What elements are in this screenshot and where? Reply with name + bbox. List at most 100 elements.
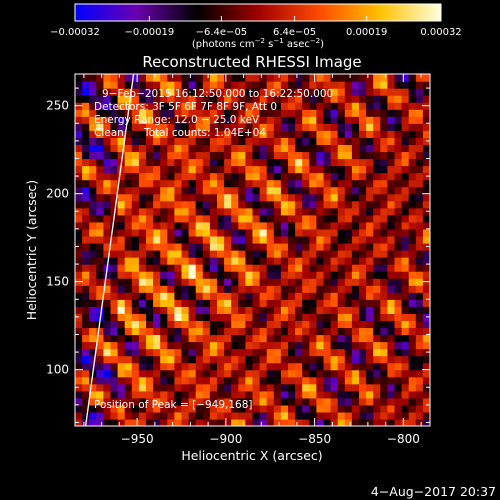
heatmap-cell — [351, 299, 360, 307]
heatmap-cell — [401, 250, 410, 258]
heatmap-cell — [316, 306, 325, 314]
heatmap-cell — [337, 348, 346, 357]
heatmap-cell — [359, 313, 367, 321]
heatmap-cell — [259, 130, 268, 138]
heatmap-cell — [103, 242, 112, 251]
heatmap-cell — [316, 193, 325, 202]
heatmap-cell — [288, 404, 296, 413]
heatmap-cell — [266, 144, 275, 153]
heatmap-cell — [131, 158, 140, 167]
heatmap-cell — [209, 418, 218, 426]
heatmap-cell — [280, 179, 289, 188]
heatmap-cell — [259, 397, 268, 406]
heatmap-cell — [288, 235, 296, 244]
heatmap-cell — [344, 193, 353, 202]
heatmap-cell — [146, 130, 154, 138]
heatmap-cell — [217, 271, 225, 279]
heatmap-cell — [167, 397, 175, 406]
heatmap-cell — [195, 158, 204, 167]
heatmap-cell — [401, 179, 410, 188]
heatmap-cell — [288, 95, 296, 103]
heatmap-cell — [138, 221, 147, 230]
heatmap-cell — [181, 334, 190, 343]
heatmap-cell — [295, 123, 303, 131]
heatmap-cell — [217, 179, 225, 188]
heatmap-cell — [394, 137, 403, 145]
heatmap-cell — [380, 221, 388, 230]
heatmap-cell — [96, 390, 104, 399]
heatmap-cell — [96, 102, 104, 110]
heatmap-cell — [280, 102, 289, 110]
heatmap-cell — [96, 193, 104, 202]
heatmap-cell — [288, 193, 296, 202]
heatmap-cell — [131, 299, 140, 307]
heatmap-cell — [181, 355, 190, 364]
heatmap-cell — [245, 334, 254, 343]
heatmap-cell — [117, 116, 126, 124]
heatmap-cell — [96, 116, 104, 124]
heatmap-cell — [387, 123, 396, 131]
heatmap-cell — [238, 109, 246, 117]
heatmap-cell — [181, 228, 190, 237]
heatmap-cell — [138, 362, 147, 371]
heatmap-cell — [131, 320, 140, 329]
heatmap-cell — [217, 130, 225, 138]
heatmap-cell — [195, 228, 204, 237]
heatmap-cell — [330, 250, 339, 258]
heatmap-cell — [96, 130, 104, 138]
heatmap-cell — [124, 214, 133, 223]
heatmap-cell — [146, 306, 154, 314]
heatmap-cell — [188, 404, 197, 413]
heatmap-cell — [181, 81, 190, 89]
heatmap-cell — [224, 418, 232, 426]
heatmap-cell — [75, 299, 83, 307]
heatmap-cell — [316, 242, 325, 251]
heatmap-cell — [103, 411, 112, 420]
heatmap-cell — [103, 151, 112, 160]
colorbar-bar — [75, 4, 441, 21]
heatmap-cell — [295, 320, 303, 329]
heatmap-cell — [380, 299, 388, 307]
heatmap-cell — [309, 144, 317, 153]
heatmap-cell — [351, 214, 360, 223]
heatmap-cell — [146, 397, 154, 406]
heatmap-cell — [373, 334, 381, 343]
heatmap-cell — [124, 144, 133, 153]
heatmap-cell — [202, 404, 211, 413]
heatmap-cell — [202, 95, 211, 103]
heatmap-cell — [295, 193, 303, 202]
heatmap-cell — [394, 250, 403, 258]
heatmap-cell — [295, 264, 303, 272]
heatmap-cell — [359, 306, 367, 314]
heatmap-cell — [75, 186, 83, 195]
heatmap-cell — [387, 88, 396, 96]
heatmap-cell — [359, 348, 367, 357]
heatmap-cell — [408, 313, 417, 321]
heatmap-cell — [401, 88, 410, 96]
heatmap-cell — [131, 88, 140, 96]
heatmap-cell — [82, 250, 90, 258]
heatmap-cell — [146, 95, 154, 103]
heatmap-cell — [153, 257, 161, 265]
heatmap-cell — [252, 355, 261, 364]
heatmap-cell — [117, 369, 126, 378]
heatmap-cell — [252, 165, 261, 174]
heatmap-cell — [330, 123, 339, 131]
heatmap-cell — [273, 313, 282, 321]
heatmap-cell — [316, 285, 325, 293]
heatmap-cell — [167, 200, 175, 209]
heatmap-cell — [359, 179, 367, 188]
heatmap-cell — [195, 334, 204, 343]
heatmap-cell — [380, 362, 388, 371]
heatmap-cell — [380, 95, 388, 103]
heatmap-cell — [330, 362, 339, 371]
heatmap-cell — [415, 327, 424, 336]
heatmap-cell — [181, 278, 190, 286]
heatmap-cell — [160, 74, 168, 82]
heatmap-cell — [330, 285, 339, 293]
heatmap-cell — [160, 193, 168, 202]
heatmap-cell — [217, 341, 225, 350]
heatmap-cell — [103, 158, 112, 167]
heatmap-cell — [96, 109, 104, 117]
heatmap-cell — [422, 116, 430, 124]
